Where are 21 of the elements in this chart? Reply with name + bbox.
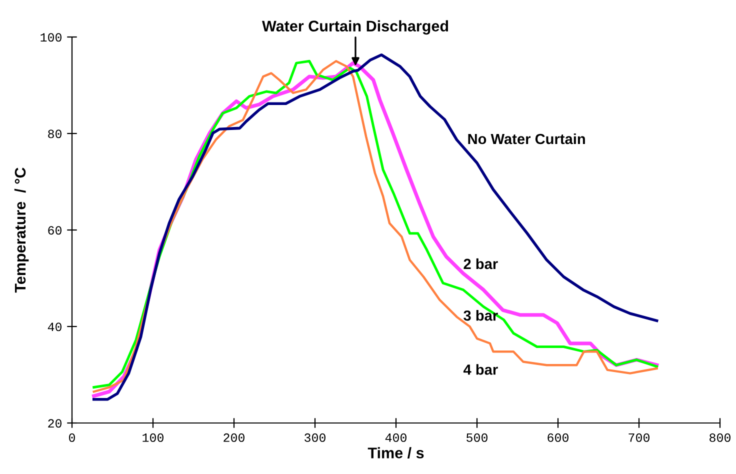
x-tick-label: 100 (142, 433, 164, 442)
x-tick-label: 500 (466, 433, 488, 442)
series-label: 3 bar (464, 310, 498, 321)
x-tick-label: 0 (69, 433, 75, 442)
x-tick-label: 200 (224, 433, 244, 442)
y-tick-label: 80 (48, 130, 62, 138)
y-tick-label: 100 (40, 33, 62, 42)
x-tick-label: 800 (710, 433, 730, 442)
x-tick-label: 300 (304, 433, 326, 442)
x-tick-label: 400 (385, 433, 406, 442)
y-tick-label: 20 (48, 419, 62, 428)
y-tick-label: 60 (48, 226, 62, 235)
x-tick-label: 600 (548, 433, 568, 442)
annotation: Water Curtain Discharged (262, 20, 448, 35)
series-label: 2 bar (464, 258, 498, 270)
series-label: No Water Curtain (468, 133, 585, 144)
x-tick-label: 700 (628, 433, 650, 442)
x-axis-title: Time / s (368, 447, 424, 459)
series-label: 4 bar (463, 364, 498, 375)
y-axis-title: Temperature / °C (14, 168, 29, 293)
y-tick-label: 40 (48, 322, 62, 332)
